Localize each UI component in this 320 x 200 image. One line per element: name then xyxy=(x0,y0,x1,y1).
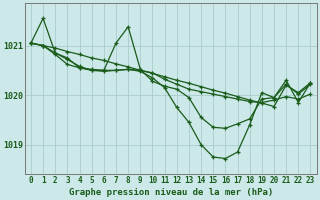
X-axis label: Graphe pression niveau de la mer (hPa): Graphe pression niveau de la mer (hPa) xyxy=(68,188,273,197)
